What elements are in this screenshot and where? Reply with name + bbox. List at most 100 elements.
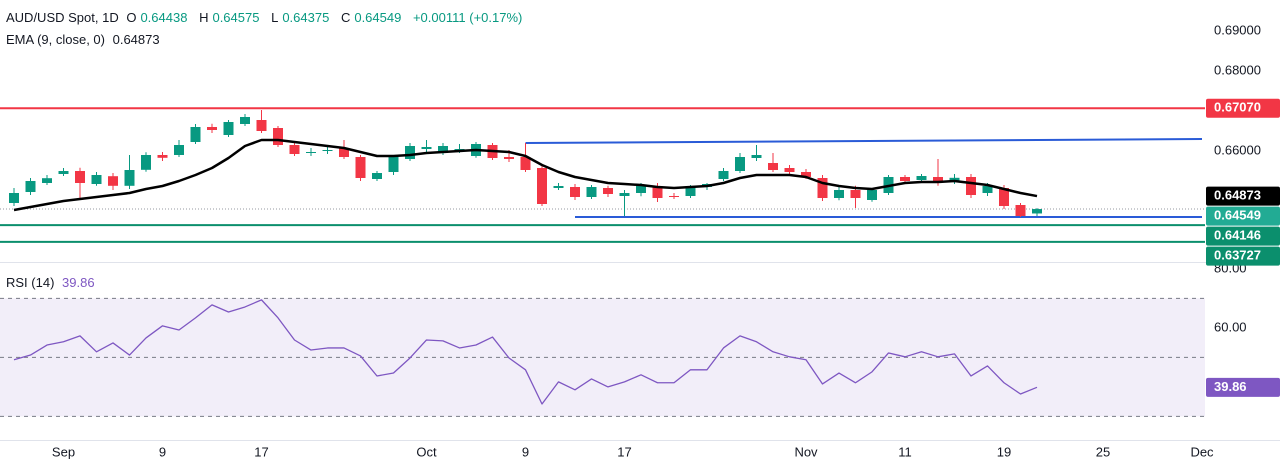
candle-body (207, 127, 217, 130)
x-tick-label: Sep (52, 444, 75, 459)
candle-body (735, 157, 745, 171)
x-tick-label: 9 (522, 444, 529, 459)
price-badge (1206, 246, 1280, 266)
candle-body (867, 190, 877, 200)
candle-body (157, 155, 168, 158)
candle-body (619, 193, 630, 196)
candle-body (834, 190, 844, 198)
x-tick-label: Nov (794, 444, 818, 459)
ohlc-label: O (126, 10, 137, 25)
ohlc-label: L (271, 10, 279, 25)
candle-body (322, 150, 333, 151)
candle-body (355, 157, 366, 178)
x-tick-label: Oct (416, 444, 437, 459)
candle-body (570, 187, 580, 197)
candle-body (966, 177, 976, 195)
price-badge (1206, 98, 1280, 118)
candle-body (75, 171, 85, 183)
candle-body (933, 177, 943, 182)
price-badge (1206, 186, 1280, 206)
candle-body (289, 145, 300, 154)
candle-body (421, 147, 432, 149)
candle-body (652, 186, 663, 198)
candle-body (817, 178, 828, 198)
candle-body (586, 187, 597, 197)
candle-body (372, 173, 382, 179)
candle-body (685, 186, 696, 196)
x-tick-label: 11 (898, 444, 912, 459)
candle-body (718, 171, 729, 179)
candle-body (603, 188, 613, 194)
x-tick-label: Dec (1190, 444, 1214, 459)
ohlc-value: 0.64549 (354, 10, 402, 25)
candle-body (520, 157, 531, 170)
candle-body (537, 168, 547, 204)
price-badge-label: 0.64146 (1214, 228, 1261, 243)
candle-body (388, 157, 399, 172)
price-badge-label: 0.63727 (1214, 248, 1261, 263)
y-tick-label: 0.66000 (1214, 142, 1261, 157)
trendline (525, 138, 1203, 144)
candle-body (949, 177, 960, 181)
candle-body (636, 185, 646, 193)
y-tick-label: 60.00 (1214, 319, 1247, 334)
candle-body (42, 178, 52, 183)
x-tick-label: 17 (617, 444, 631, 459)
x-tick-label: 9 (159, 444, 166, 459)
candle-body (256, 120, 267, 131)
y-tick-label: 0.68000 (1214, 62, 1261, 77)
price-badge-label: 0.64873 (1214, 188, 1261, 203)
candle-body (504, 157, 514, 159)
ema-line (13, 138, 1038, 212)
candle-body (999, 188, 1009, 206)
candle-body (108, 176, 118, 186)
price-header: AUD/USD Spot, 1D O 0.64438 H 0.64575 L 0.64… (6, 10, 530, 25)
candle-body (850, 190, 861, 198)
rsi-badge-label: 39.86 (1214, 379, 1247, 394)
candle-body (240, 117, 250, 124)
candle-body (751, 155, 762, 158)
candle-body (1015, 205, 1026, 216)
x-tick-label: 19 (997, 444, 1011, 459)
symbol: AUD/USD Spot, 1D (6, 10, 119, 25)
x-tick-label: 25 (1096, 444, 1110, 459)
candle-body (1032, 209, 1042, 214)
ohlc-value: 0.64575 (212, 10, 260, 25)
candle-body (553, 186, 564, 188)
ohlc-value: 0.64375 (282, 10, 330, 25)
ema-value: 0.64873 (112, 32, 160, 47)
price-badge-label: 0.64549 (1214, 208, 1261, 223)
ema-name: EMA (9, close, 0) (6, 32, 105, 47)
y-tick-label: 0.69000 (1214, 22, 1261, 37)
rsi-pane (0, 297, 1205, 417)
candle-body (174, 145, 184, 155)
candle-body (58, 171, 69, 174)
candle-body (900, 177, 910, 181)
candle-body (438, 146, 448, 153)
price-badge (1206, 206, 1280, 226)
candle-body (223, 122, 234, 135)
ohlc-value: 0.64438 (140, 10, 188, 25)
candle-body (273, 128, 283, 145)
candle-body (405, 146, 415, 159)
change: +0.00111 (+0.17%) (412, 10, 523, 25)
rsi-badge (1206, 377, 1280, 397)
candle-body (306, 152, 316, 153)
candle-body (669, 196, 679, 197)
ohlc-label: C (340, 10, 351, 25)
ohlc-label: H (199, 10, 209, 25)
candle-body (9, 193, 19, 203)
price-pane (0, 107, 1205, 243)
candle-body (801, 172, 811, 177)
rsi-value: 39.86 (62, 275, 95, 290)
rsi-line (13, 299, 1038, 405)
candle-body (784, 168, 795, 172)
price-badge (1206, 226, 1280, 246)
ema-header: EMA (9, close, 0) 0.64873 (6, 32, 164, 47)
candle-body (124, 170, 135, 186)
candle-body (982, 186, 993, 193)
candle-body (141, 155, 151, 170)
price-badge-label: 0.67070 (1214, 100, 1261, 115)
